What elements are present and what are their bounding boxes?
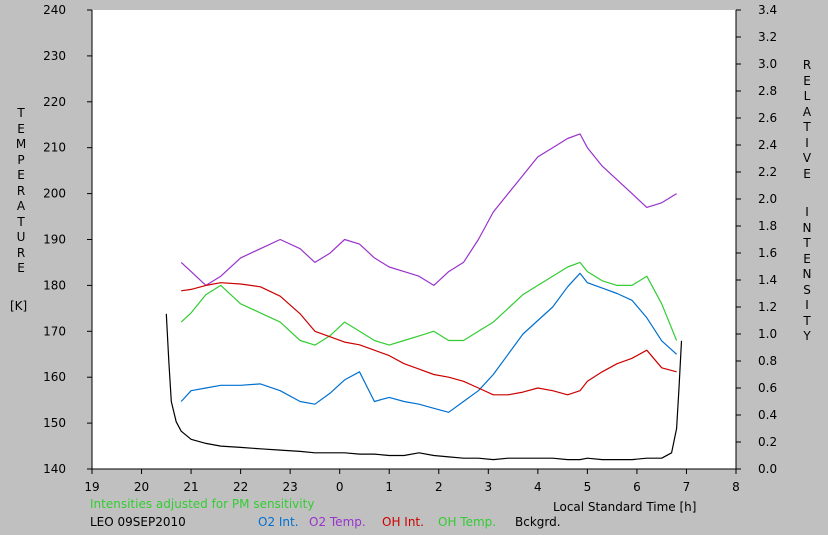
axis-label-letter: E (803, 73, 811, 88)
legend-item-o2-int: O2 Int. (258, 515, 299, 529)
x-tick-label: 0 (336, 480, 344, 494)
legend-item-bckgrd: Bckgrd. (515, 515, 561, 529)
axis-label-letter: T (17, 106, 25, 120)
right-tick-label: 2.6 (758, 111, 777, 125)
left-tick-label: 140 (43, 462, 66, 476)
right-tick-label: 1.6 (758, 246, 777, 260)
x-tick-label: 3 (484, 480, 492, 494)
axis-label-letter: R (16, 183, 26, 198)
left-tick-label: 200 (43, 187, 66, 201)
axis-label-letter: M (15, 137, 27, 151)
x-tick-label: 19 (84, 480, 99, 494)
right-tick-label: 1.2 (758, 300, 777, 314)
x-tick-label: 21 (183, 480, 198, 494)
footnote: Intensities adjusted for PM sensitivity (90, 497, 315, 511)
axis-label-letter: I (805, 135, 809, 150)
right-tick-label: 2.8 (758, 84, 777, 98)
left-tick-label: 170 (43, 324, 66, 338)
left-tick-label: 220 (43, 95, 66, 109)
x-tick-label: 4 (534, 480, 542, 494)
left-tick-label: 150 (43, 416, 66, 430)
x-tick-label: 1 (385, 480, 393, 494)
x-tick-label: 6 (633, 480, 641, 494)
left-tick-label: 190 (43, 233, 66, 247)
left-tick-label: 160 (43, 370, 66, 384)
left-tick-label: 180 (43, 278, 66, 292)
axis-label-letter: U (16, 230, 26, 244)
axis-label-letter: T (803, 120, 811, 134)
right-tick-label: 2.0 (758, 192, 777, 206)
right-tick-label: 0.8 (758, 354, 777, 368)
right-tick-label: 3.0 (758, 57, 777, 71)
x-tick-label: 8 (732, 480, 740, 494)
axis-label-letter: R (16, 245, 26, 260)
right-tick-label: 0.6 (758, 381, 777, 395)
series-line-o2-int (180, 272, 678, 413)
right-tick-label: 1.0 (758, 327, 777, 341)
left-tick-label: 230 (43, 49, 66, 63)
legend-item-oh-int: OH Int. (382, 515, 424, 529)
axes (87, 9, 741, 474)
axis-label-letter: Y (803, 329, 811, 343)
axis-label-letter: R (802, 58, 812, 72)
x-tick-label: 23 (283, 480, 298, 494)
x-tick-label: 5 (584, 480, 592, 494)
left-axis-unit: [K] (10, 299, 28, 313)
station-label: LEO 09SEP2010 (90, 515, 186, 529)
right-tick-label: 2.4 (758, 138, 777, 152)
axis-label-letter: I (805, 205, 809, 219)
axis-label-letter: I (805, 298, 809, 312)
axis-label-letter: T (803, 313, 811, 328)
series-layer (165, 133, 683, 461)
axis-label-letter: N (802, 267, 812, 281)
x-tick-label: 7 (683, 480, 691, 494)
axis-label-letter: N (802, 220, 812, 235)
axis-label-letter: V (802, 151, 812, 165)
series-line-oh-temp (180, 261, 678, 346)
right-tick-label: 1.8 (758, 219, 777, 233)
right-tick-label: 1.4 (758, 273, 777, 287)
axis-label-letter: A (802, 104, 812, 119)
axis-label-letter: E (17, 168, 25, 182)
right-tick-label: 0.0 (758, 462, 777, 476)
axis-label-letter: A (16, 199, 26, 213)
series-line-oh-int (181, 282, 677, 396)
right-tick-label: 3.4 (758, 3, 777, 17)
tick-layer: 1401501601701801902002102202302400.00.20… (43, 3, 777, 494)
axis-label-letter: T (803, 236, 811, 250)
axis-label-letter: E (803, 251, 811, 266)
legend-item-oh-temp: OH Temp. (438, 515, 497, 529)
legend-item-o2-temp: O2 Temp. (309, 515, 366, 529)
axis-label-letter: E (17, 121, 25, 136)
axis-label-letter: L (803, 89, 811, 103)
axis-label-letter: E (803, 166, 811, 181)
right-tick-label: 3.2 (758, 30, 777, 44)
right-tick-label: 2.2 (758, 165, 777, 179)
plot-area (92, 10, 736, 469)
left-tick-label: 240 (43, 3, 66, 17)
axis-label-letter: P (17, 152, 25, 167)
axis-label-letter: E (17, 261, 25, 275)
series-line-o2-temp (180, 133, 677, 286)
x-tick-label: 20 (134, 480, 149, 494)
x-tick-label: 22 (233, 480, 248, 494)
left-tick-label: 210 (43, 141, 66, 155)
right-tick-label: 0.4 (758, 408, 777, 422)
right-tick-label: 0.2 (758, 435, 777, 449)
x-axis-title: Local Standard Time [h] (553, 500, 697, 514)
axis-label-letter: T (17, 214, 25, 229)
axis-label-letter: S (803, 282, 811, 297)
series-line-bckgrd (165, 313, 683, 461)
x-tick-label: 2 (435, 480, 443, 494)
